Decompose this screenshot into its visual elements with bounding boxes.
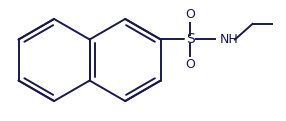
Text: S: S <box>186 33 194 46</box>
Text: O: O <box>185 8 195 21</box>
Text: O: O <box>185 58 195 71</box>
Text: NH: NH <box>219 33 238 46</box>
